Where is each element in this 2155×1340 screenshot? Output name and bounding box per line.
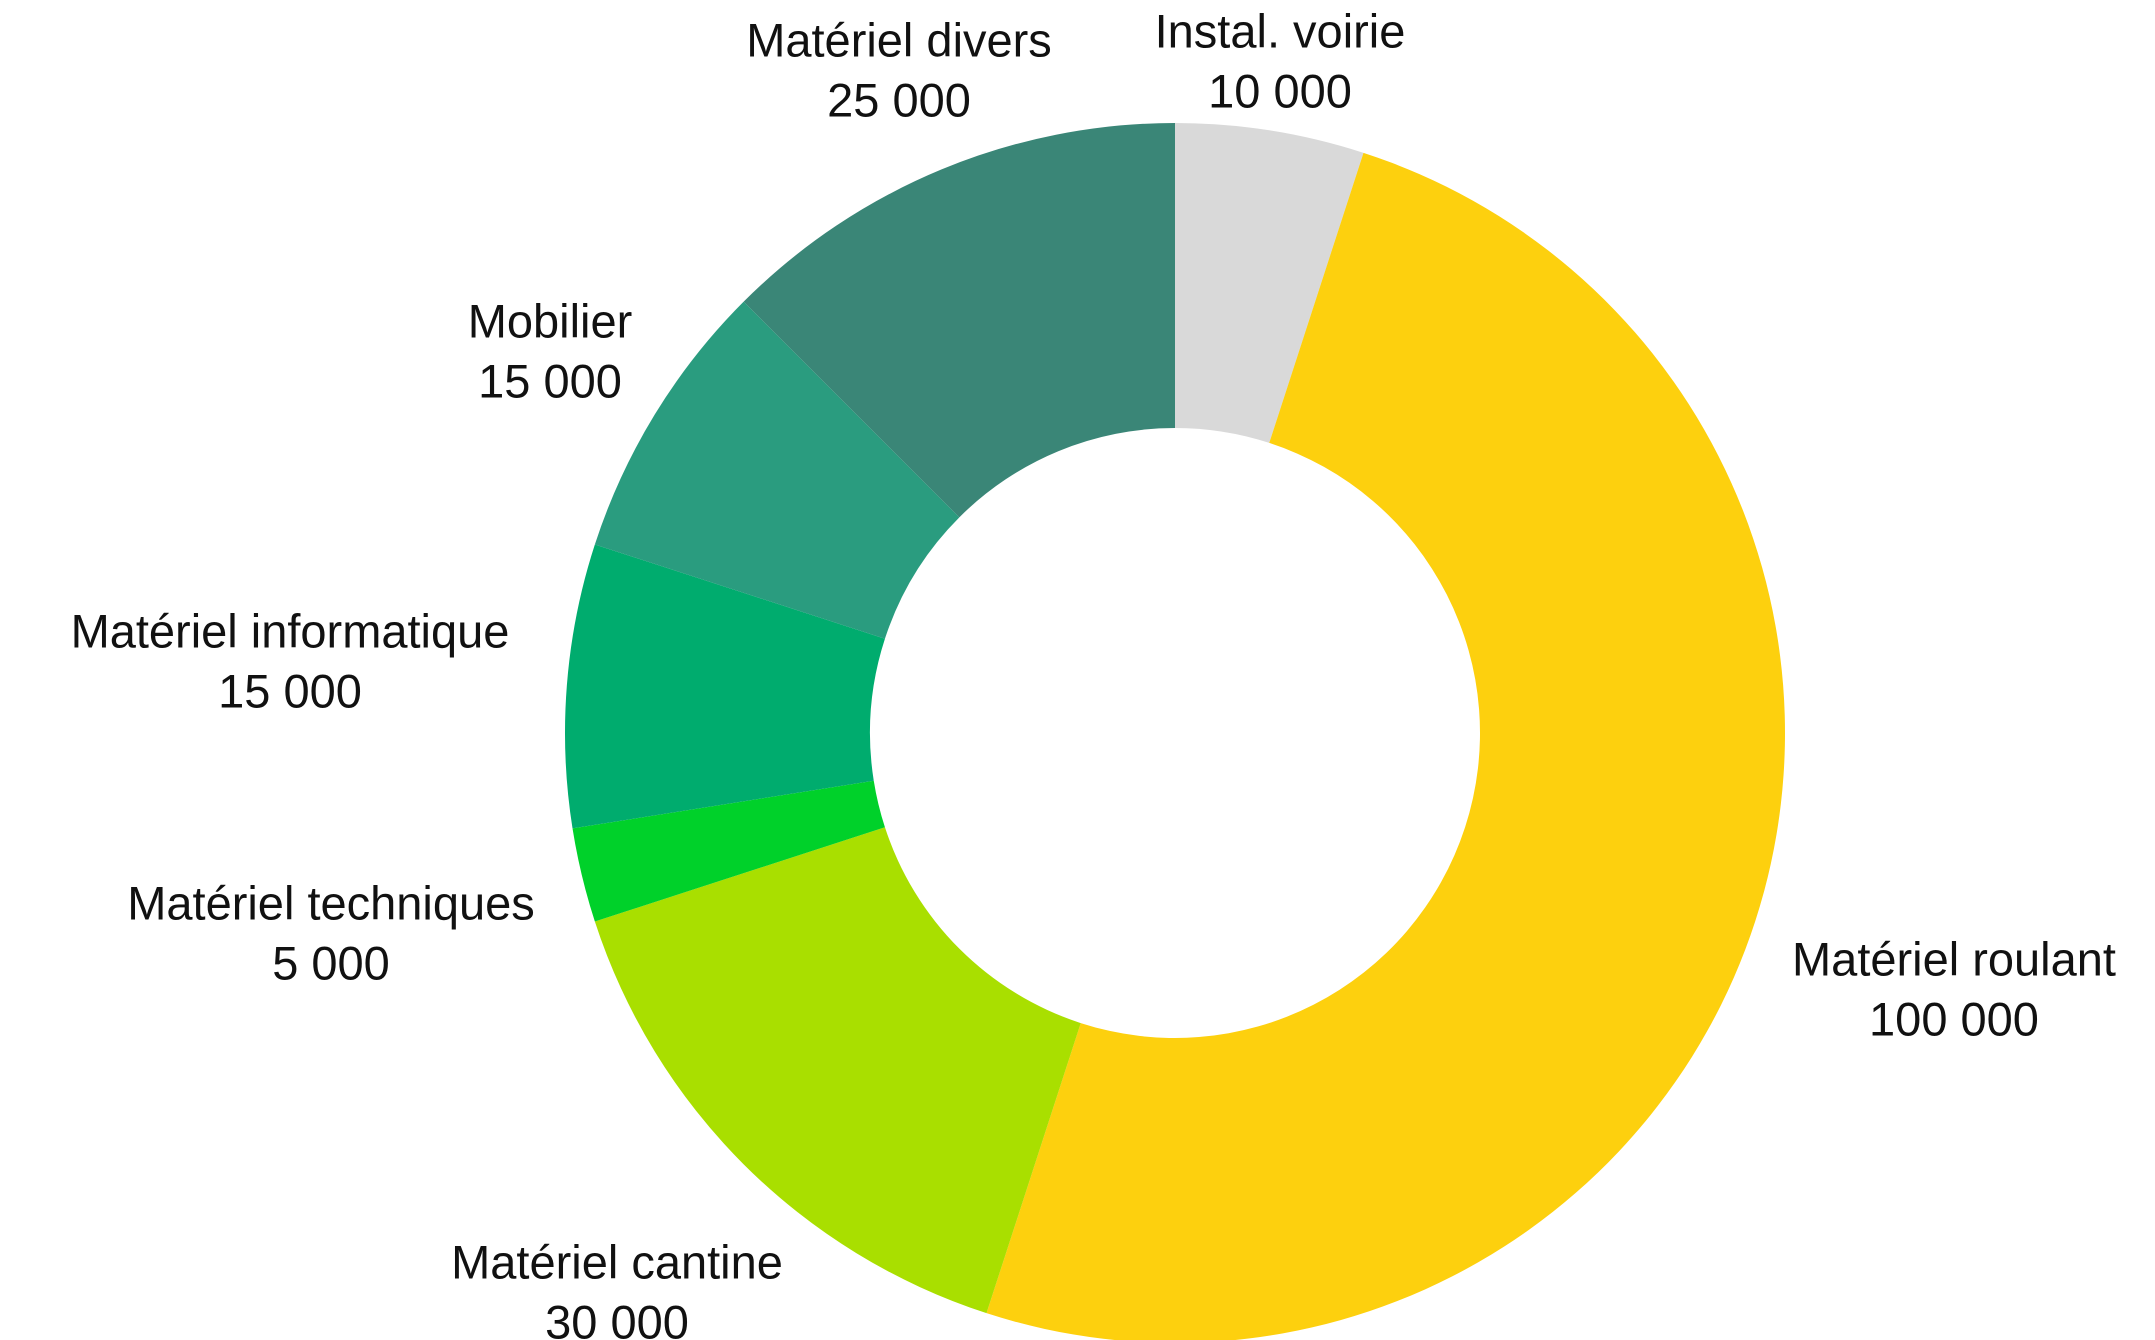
value-label: 15 000 — [478, 354, 622, 407]
slice — [594, 827, 1081, 1314]
slice-label: Matériel divers — [746, 13, 1052, 66]
slice-label: Instal. voirie — [1155, 4, 1406, 57]
value-label: 30 000 — [545, 1295, 689, 1340]
value-label: 10 000 — [1208, 64, 1352, 117]
slice-label: Matériel roulant — [1792, 932, 2116, 985]
slice — [743, 123, 1175, 518]
slice-label: Matériel informatique — [71, 604, 510, 657]
slice-label: Mobilier — [468, 294, 633, 347]
slice — [594, 301, 960, 639]
slice-label: Matériel cantine — [451, 1235, 783, 1288]
slice-label: Matériel techniques — [127, 876, 535, 929]
slice — [986, 152, 1786, 1340]
slice — [1175, 123, 1364, 443]
slice — [572, 780, 885, 922]
value-label: 25 000 — [827, 73, 971, 126]
value-label: 100 000 — [1869, 992, 2039, 1045]
slice — [565, 544, 885, 829]
value-label: 15 000 — [218, 664, 362, 717]
value-label: 5 000 — [272, 936, 390, 989]
